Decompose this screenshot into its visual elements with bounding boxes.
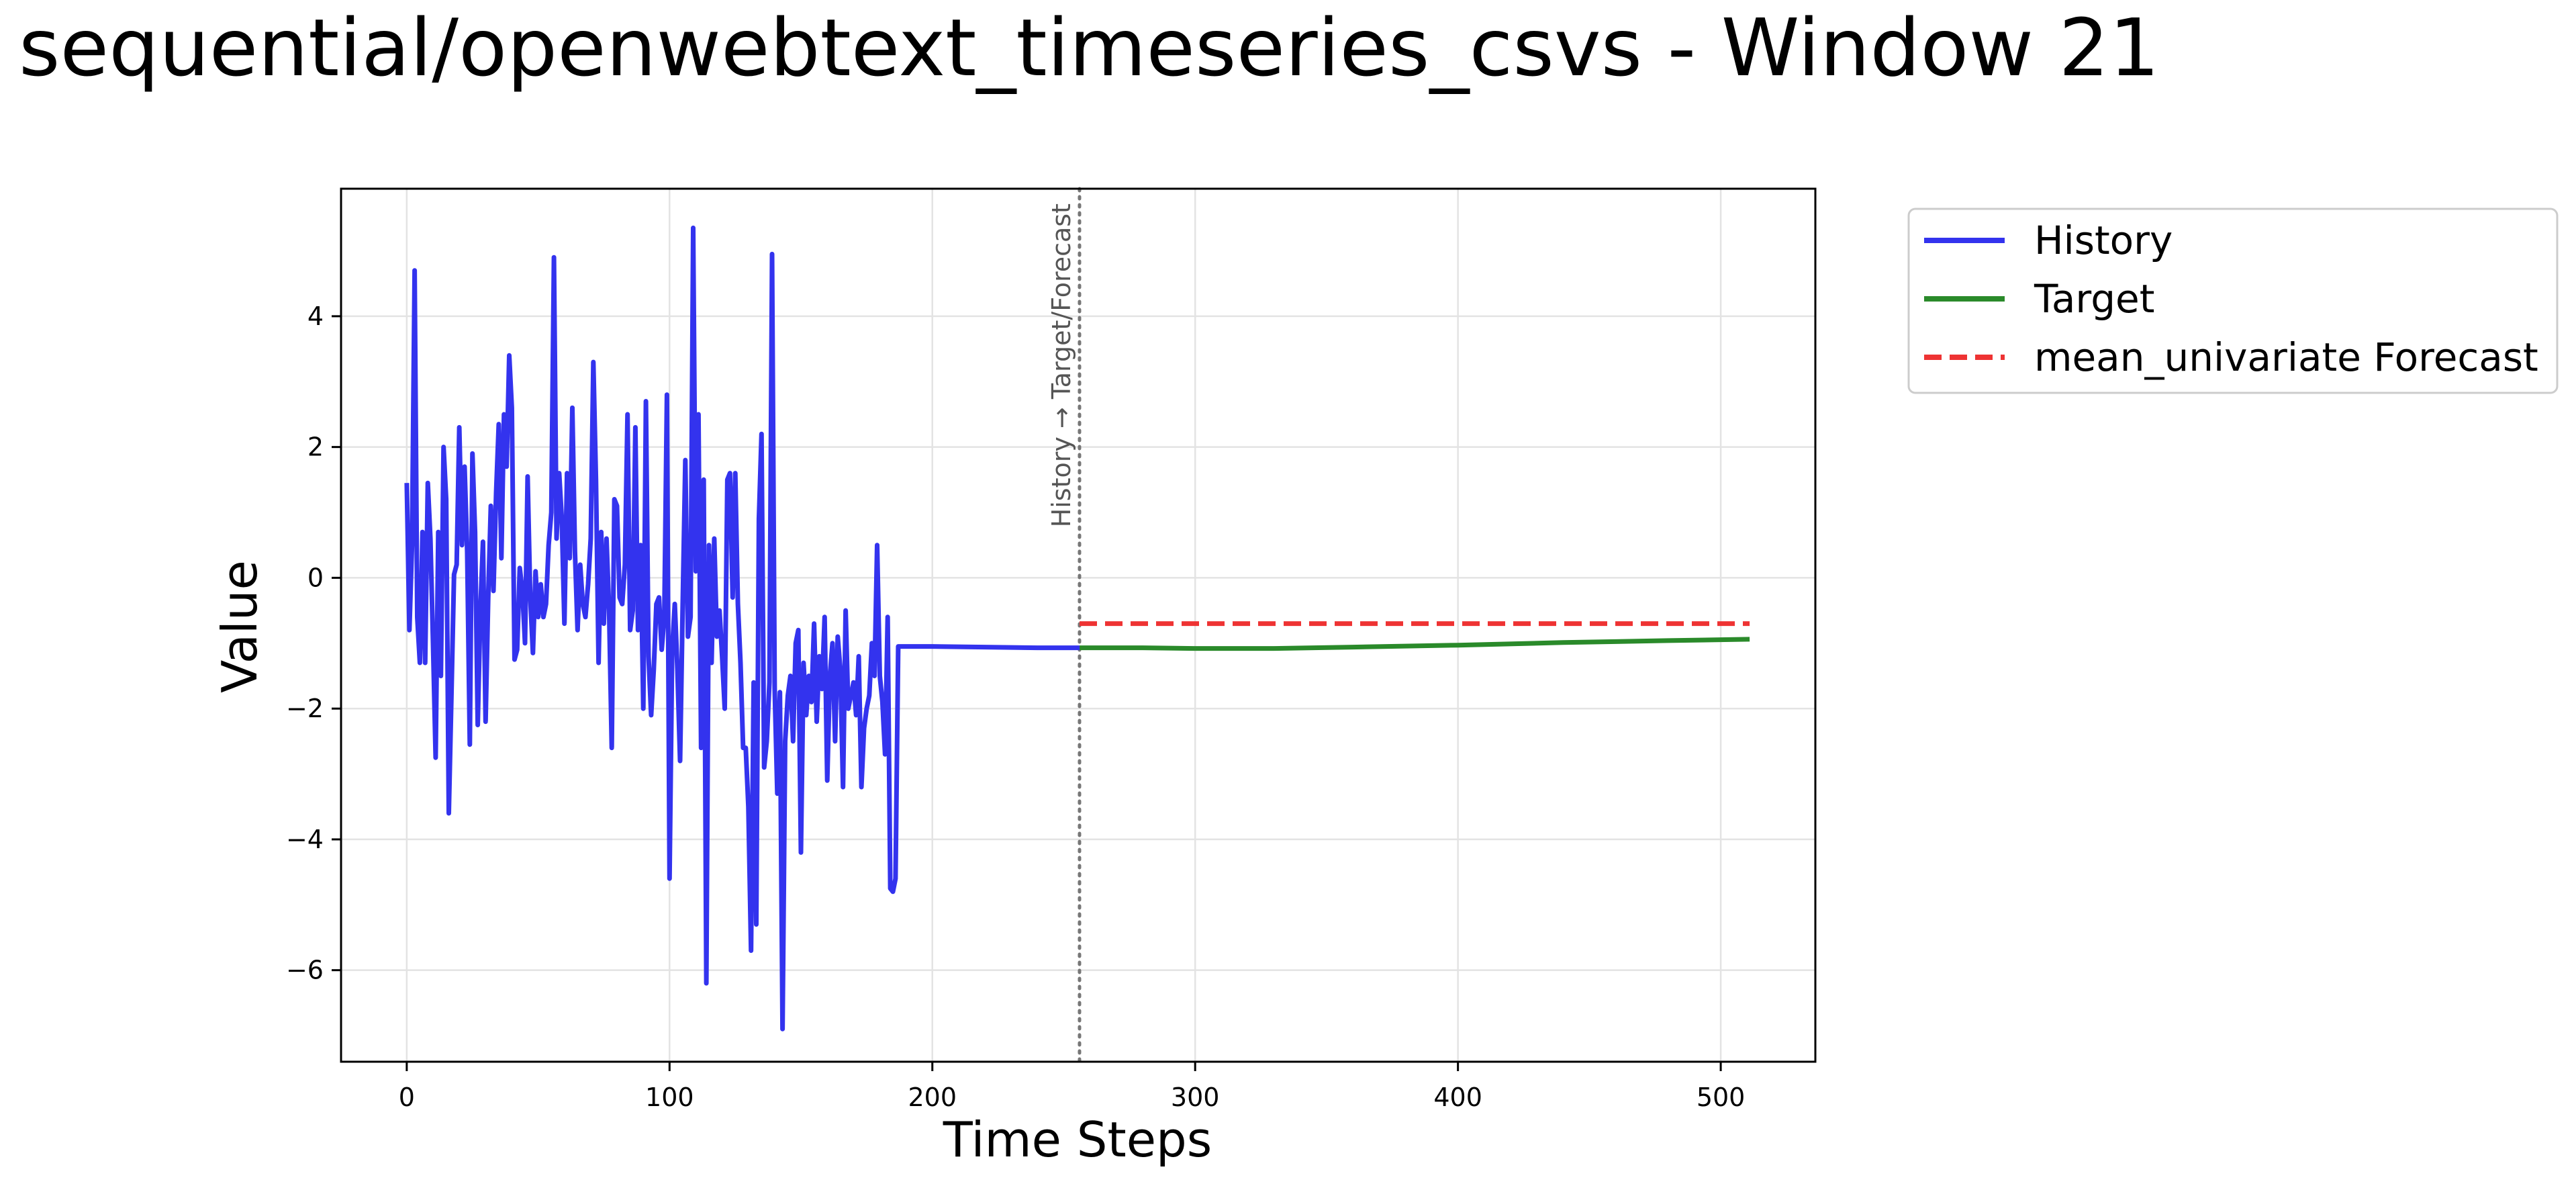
axis-ticks: 0 100 200 300 400 500 −6 −4 −2 0 2 4	[286, 302, 1745, 1112]
y-tick-label: −6	[286, 956, 324, 985]
legend-label: History	[2034, 218, 2173, 263]
x-tick-label: 0	[399, 1083, 415, 1112]
y-tick-label: −2	[286, 694, 324, 723]
split-marker: History → Target/Forecast	[1047, 187, 1082, 1064]
y-tick-label: −4	[286, 825, 324, 854]
x-tick-label: 200	[908, 1083, 957, 1112]
legend-items: History Target mean_univariate Forecast	[1924, 218, 2538, 380]
x-tick-label: 300	[1171, 1083, 1220, 1112]
x-axis-label: Time Steps	[943, 1111, 1212, 1168]
legend-label: mean_univariate Forecast	[2034, 334, 2538, 380]
y-tick-label: 4	[307, 302, 324, 331]
series-line	[404, 225, 1080, 1032]
legend-frame	[1907, 208, 2559, 394]
legend: History Target mean_univariate Forecast	[1907, 208, 2559, 394]
series-line	[1080, 637, 1750, 651]
plot-lines	[404, 225, 1750, 1032]
x-tick-label: 100	[645, 1083, 694, 1112]
legend-label: Target	[2034, 276, 2154, 322]
x-tick-label: 500	[1697, 1083, 1746, 1112]
x-tick-label: 400	[1433, 1083, 1482, 1112]
split-label: History → Target/Forecast	[1047, 203, 1076, 527]
y-axis-label: Value	[211, 560, 268, 693]
y-tick-label: 2	[307, 432, 324, 462]
chart-title: sequential/openwebtext_timeseries_csvs -…	[19, 1, 2160, 94]
y-tick-label: 0	[307, 563, 324, 592]
plot-frame	[340, 187, 1817, 1063]
